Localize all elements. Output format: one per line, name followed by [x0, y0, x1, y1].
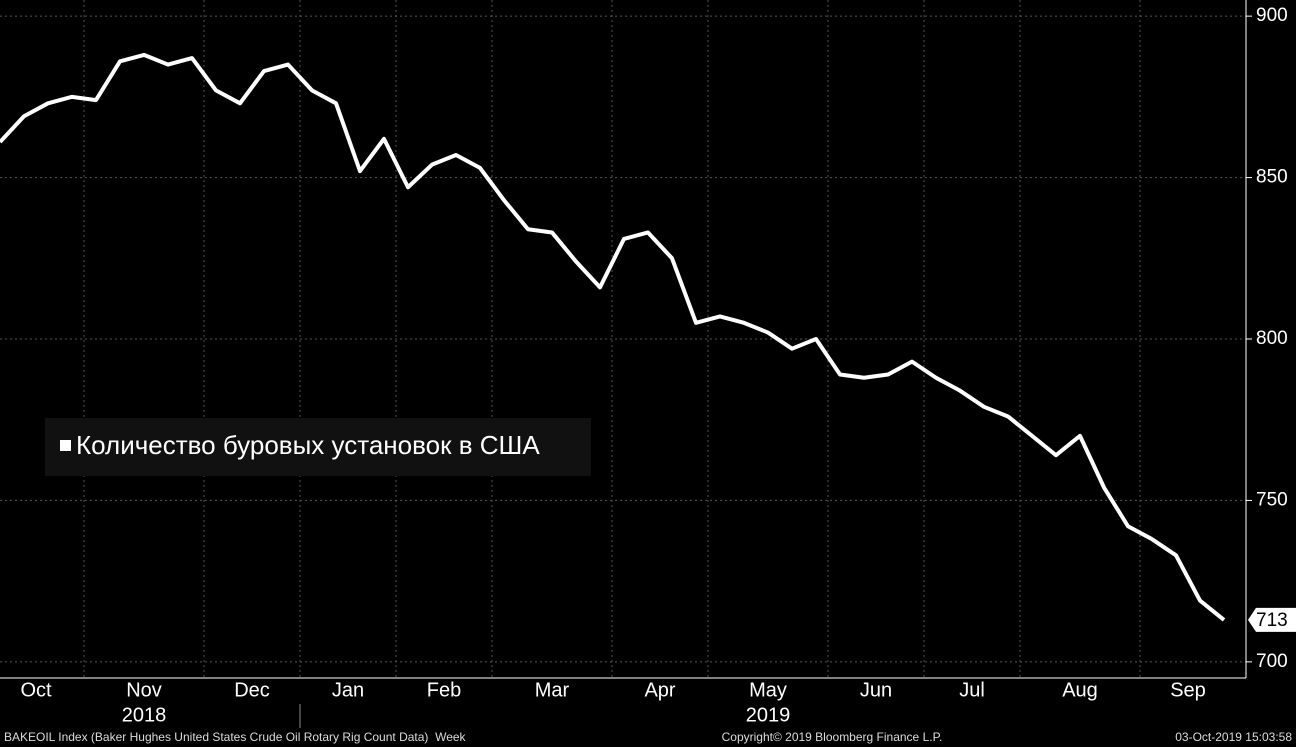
legend-label: Количество буровых установок в США	[76, 430, 540, 460]
y-tick-label: 850	[1256, 167, 1288, 188]
legend-swatch	[60, 440, 71, 451]
footer-timestamp: 03-Oct-2019 15:03:58	[1175, 730, 1292, 744]
y-tick-label: 700	[1256, 651, 1288, 672]
x-tick-label: Jan	[332, 679, 364, 701]
footer-source: BAKEOIL Index (Baker Hughes United State…	[4, 730, 467, 744]
y-tick-label: 900	[1256, 5, 1288, 26]
footer-copyright: Copyright© 2019 Bloomberg Finance L.P.	[722, 730, 943, 744]
x-tick-label: Jun	[860, 679, 892, 701]
series-line	[0, 52, 1226, 622]
year-label: 2018	[122, 704, 167, 726]
x-tick-label: Sep	[1170, 679, 1206, 701]
legend-box	[45, 418, 591, 476]
x-tick-label: Apr	[644, 679, 675, 701]
x-tick-label: Mar	[535, 679, 570, 701]
x-tick-label: Aug	[1062, 679, 1098, 701]
x-tick-label: May	[749, 679, 787, 701]
x-tick-label: Nov	[126, 679, 162, 701]
x-tick-label: Feb	[427, 679, 461, 701]
x-tick-label: Dec	[234, 679, 270, 701]
y-tick-label: 800	[1256, 328, 1288, 349]
last-value-label: 713	[1256, 610, 1288, 631]
legend: Количество буровых установок в США	[45, 418, 591, 476]
last-value-tag	[1248, 607, 1296, 632]
x-tick-label: Jul	[959, 679, 985, 701]
y-tick-label: 750	[1256, 489, 1288, 510]
year-label: 2019	[746, 704, 791, 726]
x-tick-label: Oct	[20, 679, 52, 701]
